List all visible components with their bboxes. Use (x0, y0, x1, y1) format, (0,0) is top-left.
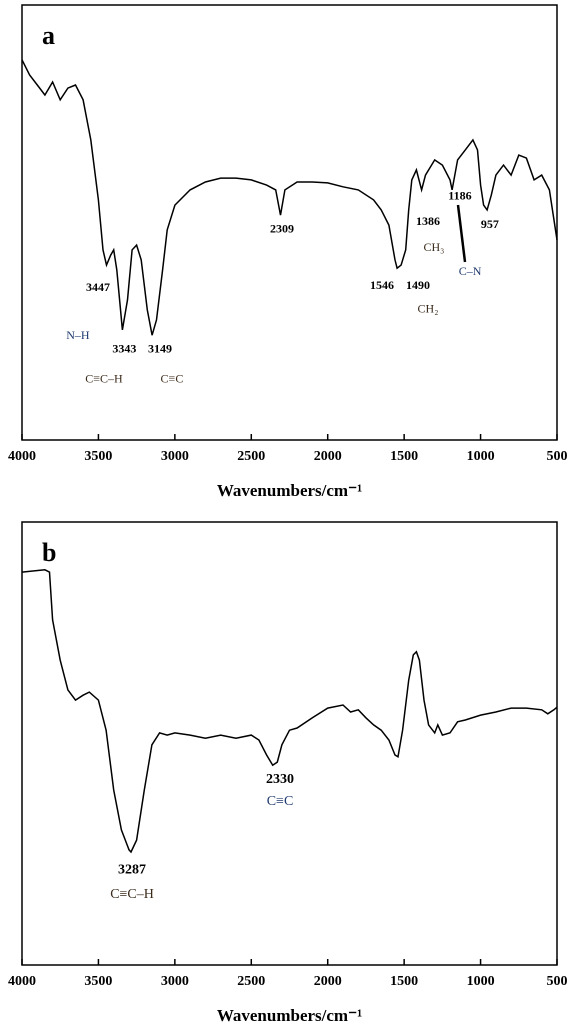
annotation: C≡C (161, 372, 184, 386)
annotation: 2330 (266, 772, 294, 787)
x-tick-label: 4000 (8, 449, 36, 464)
annotation: 1386 (416, 214, 440, 228)
annotation: N–H (66, 328, 90, 342)
annotation: CH₃ (424, 240, 445, 254)
x-tick-label: 2500 (237, 974, 265, 989)
annotation: 2309 (270, 222, 294, 236)
x-tick-label: 2500 (237, 449, 265, 464)
plot-frame (21, 4, 558, 441)
x-axis-label: Wavenumbers/cm⁻¹ (217, 481, 362, 500)
spectrum-line (21, 569, 558, 854)
x-tick-label: 3000 (161, 974, 189, 989)
x-axis-label: Wavenumbers/cm⁻¹ (217, 1006, 362, 1024)
annotation: 1546 (370, 278, 394, 292)
x-tick-label: 1500 (390, 449, 418, 464)
x-tick-label: 1500 (390, 974, 418, 989)
annotation: 3447 (86, 280, 110, 294)
pointer-line (456, 204, 467, 263)
x-tick-label: 500 (547, 974, 568, 989)
annotation: C≡C–H (85, 372, 123, 386)
annotation: 957 (481, 217, 499, 231)
x-tick-label: 3500 (84, 974, 112, 989)
x-tick-label: 4000 (8, 974, 36, 989)
x-tick-label: 2000 (314, 974, 342, 989)
annotation: CH₂ (418, 302, 439, 316)
x-tick-label: 1000 (467, 449, 495, 464)
x-tick-label: 3500 (84, 449, 112, 464)
x-tick-label: 3000 (161, 449, 189, 464)
x-tick-label: 1000 (467, 974, 495, 989)
annotation: C–N (459, 264, 482, 278)
annotation: 1490 (406, 278, 430, 292)
spectrum-line (21, 59, 558, 336)
annotation: 3343 (112, 342, 136, 356)
annotation: 1186 (448, 189, 471, 203)
x-tick-label: 500 (547, 449, 568, 464)
annotation: 3149 (148, 342, 172, 356)
x-tick-label: 2000 (314, 449, 342, 464)
annotation: C≡C (267, 794, 294, 809)
panel-label: b (42, 538, 56, 567)
plot-frame (21, 521, 558, 966)
annotation: 3287 (118, 862, 146, 877)
annotation: C≡C–H (110, 887, 154, 902)
panel-label: a (42, 21, 55, 50)
